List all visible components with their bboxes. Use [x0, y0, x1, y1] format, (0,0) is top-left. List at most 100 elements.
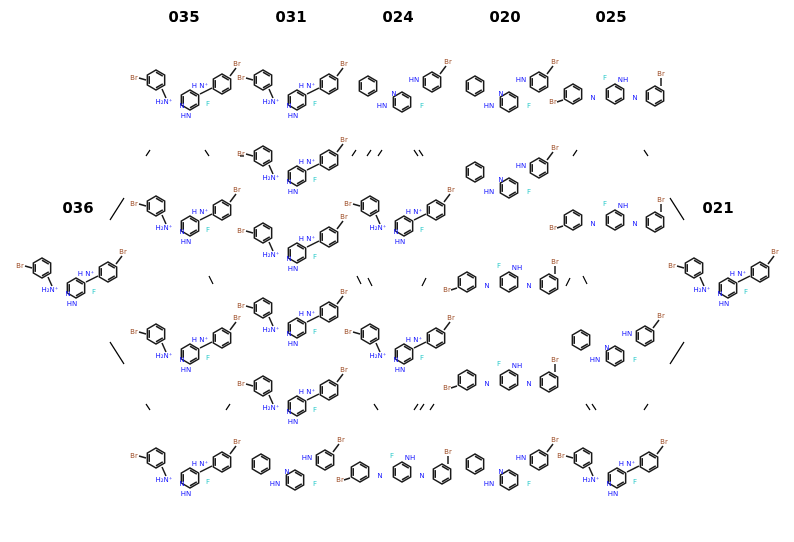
- double-bond: [296, 319, 305, 325]
- phenyl-ring-left: [146, 447, 166, 469]
- phenyl-ring-left: [457, 369, 477, 391]
- bond-line: [626, 465, 640, 473]
- bond-line: [306, 315, 320, 323]
- phenyl-ring-right: [319, 226, 339, 248]
- fluorine-atom: F: [527, 480, 531, 488]
- bromine-atom: Br: [130, 74, 138, 82]
- double-bond: [189, 217, 198, 223]
- bromine-atom: Br: [130, 200, 138, 208]
- phenyl-ring-right: [645, 85, 665, 107]
- molecule-021-side: Br Br H₂N⁺ H N⁺ N HN F: [668, 248, 779, 308]
- bromine-atom: Br: [344, 328, 352, 336]
- pyrimidine-ring: [287, 317, 307, 339]
- nitrogen-atom: N: [179, 356, 184, 364]
- phenyl-ring-right: [422, 71, 442, 93]
- bromine-atom: Br: [336, 476, 344, 484]
- bond-line: [199, 87, 213, 95]
- amine-atom: H N⁺: [192, 336, 209, 344]
- amine-atom: HN: [516, 454, 527, 462]
- double-bond: [294, 471, 303, 477]
- bond-line: [352, 331, 361, 335]
- double-bond: [548, 275, 557, 281]
- phenyl-ring-left: [571, 329, 591, 351]
- amine-atom: HN: [377, 102, 388, 110]
- amine-atom: HN: [288, 340, 299, 348]
- bromine-atom: Br: [340, 136, 348, 144]
- connector-line: [643, 149, 649, 157]
- bond-line: [443, 321, 451, 331]
- amine-atom: H N⁺: [730, 270, 747, 278]
- amine-atom: H N⁺: [192, 82, 209, 90]
- double-bond: [328, 393, 337, 399]
- molecule-035-row4: Br Br H₂N⁺ H N⁺ N HN F: [130, 438, 241, 498]
- nitrogen-atom: N: [391, 90, 396, 98]
- fluorine-atom: F: [603, 74, 607, 82]
- bond-line: [245, 153, 254, 157]
- nitrogen-atom: N: [179, 102, 184, 110]
- double-bond: [155, 449, 164, 455]
- bond-line: [336, 295, 344, 305]
- phenyl-ring-right: [639, 451, 659, 473]
- bromine-atom: Br: [551, 58, 559, 66]
- imine-atom: NH: [618, 202, 629, 210]
- pyrimidine-ring: [287, 89, 307, 111]
- phenyl-ring-right: [426, 327, 446, 349]
- fluorine-atom: F: [744, 288, 748, 296]
- double-bond: [474, 89, 483, 95]
- double-bond: [572, 97, 581, 103]
- nitrogen-atom: N: [419, 472, 424, 480]
- double-bond: [328, 303, 337, 309]
- double-bond: [359, 475, 368, 481]
- nitrogen-atom: N: [717, 290, 722, 298]
- fluorine-atom: F: [206, 354, 210, 362]
- column-label-3: 024: [382, 8, 414, 26]
- double-bond: [189, 345, 198, 351]
- double-bond: [296, 244, 305, 250]
- bromine-atom: Br: [443, 286, 451, 294]
- fluorine-atom: F: [313, 253, 317, 261]
- double-bond: [654, 225, 663, 231]
- double-bond: [538, 159, 547, 165]
- double-bond: [644, 339, 653, 345]
- bond-line: [375, 214, 381, 225]
- phenyl-ring-left: [684, 257, 704, 279]
- phenyl-ring-right: [212, 327, 232, 349]
- amine-atom: H N⁺: [299, 82, 316, 90]
- imine-atom: NH: [512, 264, 523, 272]
- amine-atom: H₂N⁺: [155, 476, 172, 484]
- double-bond: [155, 325, 164, 331]
- side-label-right: 021: [702, 199, 734, 217]
- bromine-atom: Br: [444, 448, 452, 456]
- bromine-atom: Br: [340, 213, 348, 221]
- double-bond: [474, 175, 483, 181]
- phenyl-ring-right: [319, 301, 339, 323]
- double-bond: [648, 453, 657, 459]
- bond-line: [656, 445, 664, 455]
- amine-atom: H₂N⁺: [155, 224, 172, 232]
- phenyl-ring-left: [573, 447, 593, 469]
- bromine-atom: Br: [551, 356, 559, 364]
- amine-atom: HN: [484, 102, 495, 110]
- bromine-atom: Br: [340, 366, 348, 374]
- double-bond: [727, 279, 736, 285]
- bond-line: [47, 276, 53, 287]
- phenyl-ring-right: [319, 379, 339, 401]
- amine-atom: H₂N⁺: [155, 352, 172, 360]
- connector-line: [413, 403, 419, 411]
- phenyl-ring-right: [635, 325, 655, 347]
- molecule-024-row3: Br Br H₂N⁺ H N⁺ N HN F: [344, 314, 455, 374]
- double-bond: [155, 71, 164, 77]
- bond-line: [161, 466, 167, 477]
- double-bond: [614, 211, 623, 217]
- connector-line: [377, 149, 383, 157]
- phenyl-ring-left: [146, 69, 166, 91]
- fluorine-atom: F: [527, 188, 531, 196]
- double-bond: [369, 197, 378, 203]
- connector-line: [109, 197, 125, 221]
- bond-line: [443, 193, 451, 203]
- double-bond: [474, 467, 483, 473]
- phenyl-ring-left: [360, 195, 380, 217]
